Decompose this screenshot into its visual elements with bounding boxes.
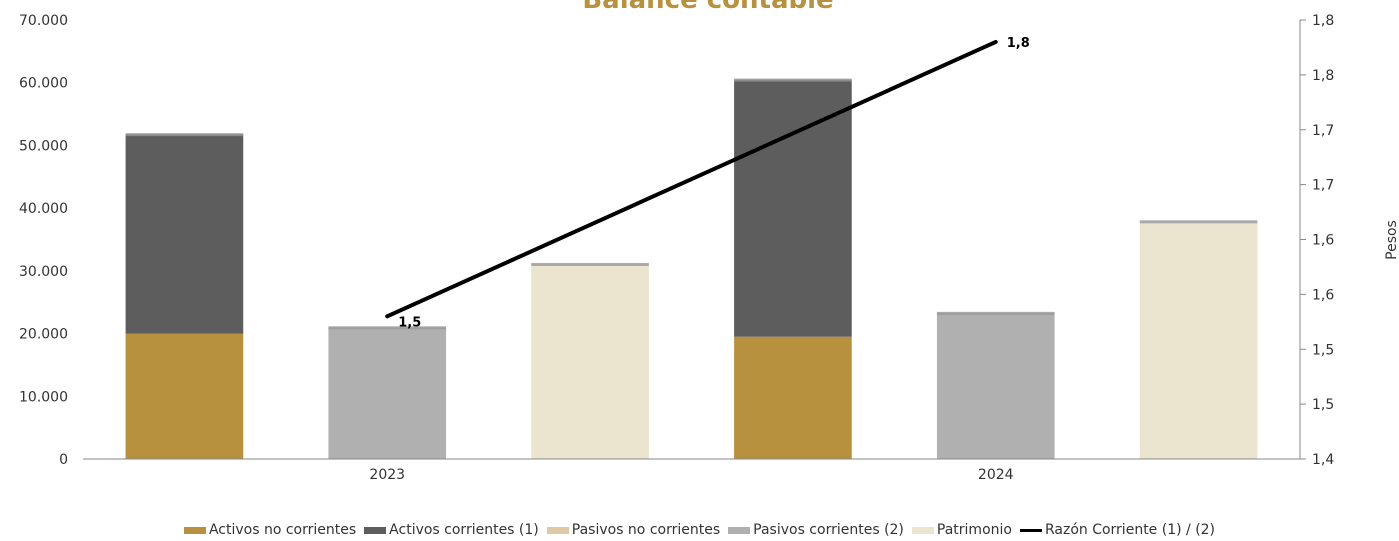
bar-top-edge — [936, 311, 1055, 315]
y-left-tick-label: 60.000 — [19, 76, 68, 92]
legend-item: Activos corrientes (1) — [364, 522, 539, 538]
line-data-label: 1,5 — [398, 315, 421, 330]
legend-label: Patrimonio — [936, 522, 1012, 538]
line-data-label: 1,8 — [1007, 36, 1030, 51]
line-series — [385, 39, 998, 319]
legend-item: Pasivos no corrientes — [546, 522, 721, 538]
bar — [734, 79, 852, 337]
legend-swatch — [728, 526, 751, 534]
y-right-tick-label: 1,5 — [1312, 342, 1334, 358]
legend-label: Activos no corrientes — [208, 522, 357, 538]
y-left-tick-label: 0 — [59, 452, 68, 468]
bar — [1139, 221, 1258, 459]
legend-swatch — [1019, 528, 1042, 532]
bar — [936, 312, 1055, 459]
y-left-tick-label: 40.000 — [19, 201, 68, 217]
bar-top-edge — [125, 133, 244, 137]
bar — [328, 327, 447, 459]
bar — [125, 134, 244, 334]
legend-item: Patrimonio — [911, 522, 1012, 538]
legend-label: Pasivos corrientes (2) — [753, 522, 904, 538]
y-right-axis-label: Pesos — [1384, 220, 1399, 260]
legend-swatch — [911, 526, 934, 534]
x-tick-label: 2023 — [369, 467, 405, 483]
legend-label: Pasivos no corrientes — [571, 522, 721, 538]
bar-top-edge — [531, 262, 649, 266]
y-right-tick-label: 1,8 — [1312, 68, 1334, 84]
bar-top-edge — [734, 78, 852, 82]
y-left-tick-label: 70.000 — [19, 13, 68, 29]
legend: Activos no corrientes Activos corrientes … — [0, 522, 1399, 538]
bar — [531, 263, 649, 459]
bar-top-edge — [328, 326, 447, 330]
legend-label: Activos corrientes (1) — [389, 522, 539, 538]
legend-item: Activos no corrientes — [183, 522, 357, 538]
bar — [734, 336, 852, 459]
bar-top-edge — [1139, 220, 1258, 224]
legend-label: Razón Corriente (1) / (2) — [1044, 522, 1216, 538]
y-right-tick-label: 1,5 — [1312, 397, 1334, 413]
y-left-tick-label: 10.000 — [19, 389, 68, 405]
y-right-tick-label: 1,6 — [1312, 287, 1334, 303]
legend-swatch — [364, 526, 387, 534]
y-right-tick-label: 1,4 — [1312, 452, 1334, 468]
y-right-tick-label: 1,7 — [1312, 123, 1334, 139]
y-left-tick-label: 20.000 — [19, 327, 68, 343]
y-left-tick-label: 50.000 — [19, 138, 68, 154]
legend-swatch — [546, 526, 569, 534]
legend-item: Pasivos corrientes (2) — [728, 522, 904, 538]
bar — [125, 333, 244, 459]
y-right-tick-label: 1,6 — [1312, 233, 1334, 249]
legend-swatch — [183, 526, 206, 534]
y-left-tick-label: 30.000 — [19, 264, 68, 280]
chart-title: Balance contable — [582, 0, 833, 15]
x-tick-label: 2024 — [978, 467, 1014, 483]
legend-item: Razón Corriente (1) / (2) — [1019, 522, 1216, 538]
y-right-tick-label: 1,7 — [1312, 178, 1334, 194]
y-right-tick-label: 1,8 — [1312, 13, 1334, 29]
